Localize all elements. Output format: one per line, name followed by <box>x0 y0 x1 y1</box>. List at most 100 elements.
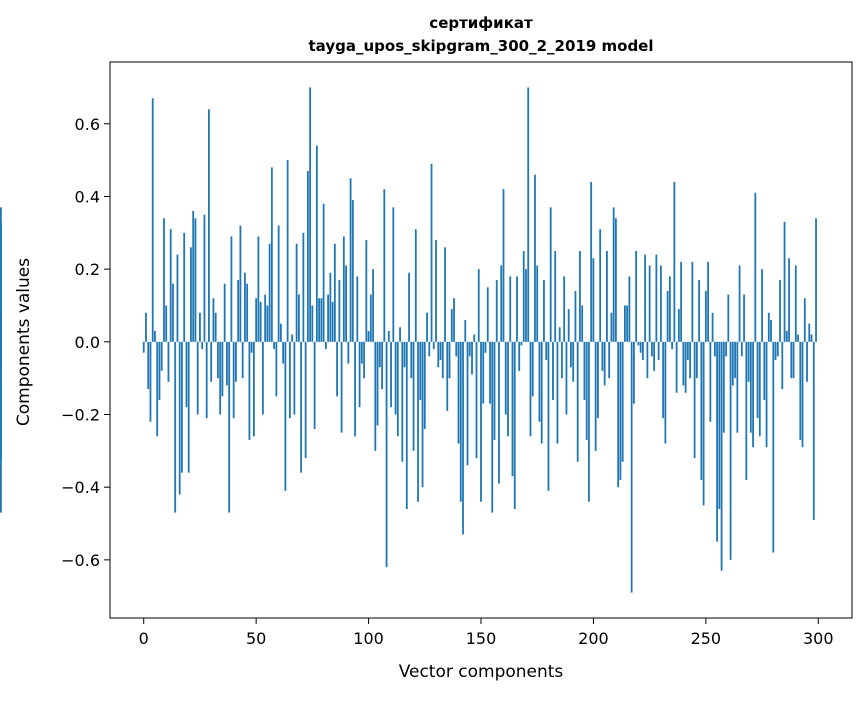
bar <box>543 280 545 342</box>
bar <box>342 236 345 342</box>
bar <box>194 218 197 342</box>
bar <box>160 341 163 371</box>
bar <box>554 250 557 342</box>
bar <box>0 341 2 513</box>
bar <box>797 334 799 342</box>
bar <box>408 272 410 342</box>
bar <box>190 247 192 342</box>
bar <box>570 341 572 368</box>
ticks-group: 0 50 100 150 200 250 300 −0.6 −0.4 −0.2 0.0 0.2 0.4 0… <box>61 115 833 648</box>
bar <box>423 341 426 430</box>
bar <box>293 341 296 415</box>
bar <box>644 254 647 342</box>
bar <box>624 305 626 342</box>
bar <box>396 341 399 437</box>
bar <box>178 341 181 495</box>
bar <box>246 283 249 342</box>
bar <box>781 341 784 390</box>
bar <box>311 305 314 342</box>
bar <box>165 305 168 342</box>
bar <box>158 341 161 400</box>
bar <box>558 327 561 342</box>
bar <box>367 330 370 342</box>
bar <box>754 192 757 342</box>
bar <box>482 341 485 404</box>
bar <box>563 276 566 342</box>
bar <box>520 341 523 346</box>
bar <box>176 254 179 342</box>
bar <box>0 221 2 342</box>
bar <box>698 280 700 342</box>
y-tick-label: 0.4 <box>75 187 100 206</box>
bar <box>340 341 343 433</box>
bar <box>574 290 577 342</box>
bar <box>282 341 285 364</box>
bar <box>181 341 183 473</box>
bar <box>349 178 352 342</box>
bar <box>671 341 674 350</box>
bar <box>745 341 748 480</box>
bar <box>318 298 321 342</box>
x-tick-label: 250 <box>691 629 722 648</box>
bar <box>441 341 444 379</box>
bar <box>212 298 215 342</box>
bar <box>767 312 770 342</box>
bar <box>450 309 453 342</box>
bar <box>626 305 629 342</box>
bar <box>810 334 813 342</box>
bar <box>327 294 329 342</box>
chart-title: сертификат <box>429 14 533 32</box>
bar <box>615 218 617 342</box>
bar <box>603 341 606 386</box>
bar <box>772 341 775 553</box>
bar <box>475 341 478 459</box>
bar <box>761 269 763 342</box>
bar <box>693 341 696 459</box>
bar <box>360 341 363 364</box>
bar <box>731 341 734 386</box>
bar <box>727 294 730 342</box>
bar <box>529 341 532 437</box>
bar <box>329 272 332 342</box>
bar <box>306 171 309 342</box>
bar <box>655 254 658 342</box>
bar <box>561 341 563 379</box>
bar <box>235 341 237 382</box>
bar <box>776 341 779 357</box>
bar <box>489 341 491 404</box>
bar <box>363 341 365 379</box>
bar <box>383 189 386 342</box>
bar <box>689 341 692 379</box>
bar <box>680 261 683 342</box>
bar <box>459 341 462 502</box>
bar <box>518 341 521 371</box>
bar <box>659 265 662 342</box>
bar <box>284 341 287 491</box>
bar <box>174 341 177 513</box>
bar <box>556 341 559 444</box>
x-axis-label: Vector components <box>399 662 564 682</box>
bar <box>657 341 660 360</box>
bar <box>662 341 665 419</box>
bar <box>808 323 811 342</box>
bar <box>426 312 428 342</box>
bar <box>279 323 282 342</box>
bar <box>668 276 671 342</box>
bar <box>453 298 455 342</box>
bar <box>203 214 206 342</box>
bar <box>374 341 377 451</box>
bar <box>351 200 354 342</box>
bar <box>309 87 312 342</box>
x-tick-label: 150 <box>466 629 497 648</box>
bar <box>302 232 305 342</box>
bar <box>288 341 291 419</box>
bar <box>538 341 541 422</box>
bar <box>185 341 188 408</box>
bar <box>385 341 388 568</box>
bar <box>405 341 408 509</box>
bar <box>747 341 750 382</box>
bar <box>579 250 581 342</box>
bar <box>446 341 449 411</box>
bar <box>187 341 190 473</box>
